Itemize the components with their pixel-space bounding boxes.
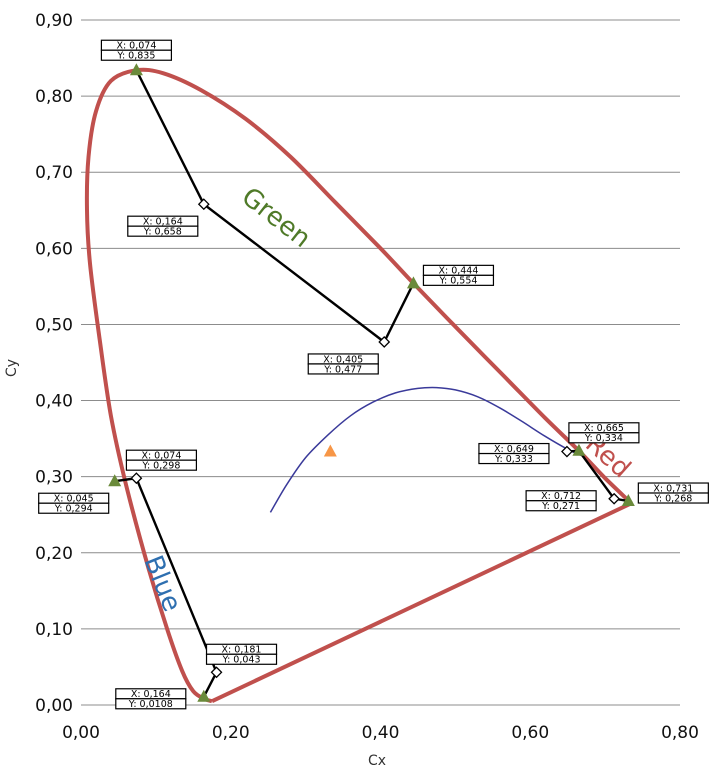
callout-box	[525, 500, 597, 512]
callout-box	[637, 492, 709, 504]
y-axis-label: Cy	[4, 359, 20, 377]
data-point-triangle	[197, 689, 211, 702]
callout-y-value: Y: 0,554	[438, 276, 477, 287]
y-tick-label: 0,20	[35, 544, 73, 564]
region-labels: Green Red Blue	[138, 182, 637, 616]
callout-x-value: X: 0,649	[494, 444, 534, 455]
primaries-line	[566, 449, 629, 503]
callout-x-value: X: 0,731	[653, 483, 693, 494]
callout-x-value: X: 0,712	[541, 491, 581, 502]
y-tick-label: 0,70	[35, 163, 73, 183]
gridlines	[81, 19, 680, 706]
callout-x-value: X: 0,074	[141, 450, 181, 461]
primaries-line	[135, 69, 415, 344]
callout-box	[422, 274, 495, 286]
planckian-locus-line	[269, 386, 582, 513]
y-tick-label: 0,50	[35, 315, 73, 335]
callout-x-value: X: 0,405	[323, 354, 363, 365]
callout-y-value: Y: 0,298	[141, 460, 180, 471]
callout-box	[307, 363, 379, 375]
callout-y-value: Y: 0,043	[222, 655, 261, 666]
callout-x-value: X: 0,074	[116, 41, 156, 52]
data-point-triangle	[621, 494, 635, 507]
data-markers	[108, 63, 635, 702]
callout-y-value: Y: 0,268	[653, 493, 692, 504]
y-tick-label: 0,80	[35, 87, 73, 107]
data-point-triangle	[572, 443, 586, 456]
callout-y-value: Y: 0,271	[541, 501, 580, 512]
y-tick-label: 0,90	[35, 11, 73, 31]
region-label-green: Green	[236, 182, 317, 254]
data-point-triangle	[406, 276, 420, 289]
callout-y-value: Y: 0,294	[54, 504, 93, 515]
x-tick-labels: 0,00 0,20 0,40 0,60 0,80	[62, 723, 699, 743]
x-tick-label: 0,60	[511, 723, 549, 743]
y-tick-labels: 0,00 0,10 0,20 0,30 0,40 0,50 0,60 0,70 0,80 0,90	[35, 11, 73, 716]
primaries-line	[114, 476, 218, 698]
callout-box	[478, 452, 550, 465]
data-point-diamond	[210, 666, 223, 679]
callout-y-value: Y: 0,658	[143, 226, 182, 237]
callout-y-value: Y: 0,334	[584, 433, 623, 444]
y-tick-label: 0,10	[35, 620, 73, 640]
callout-x-value: X: 0,444	[438, 266, 478, 277]
callout-box	[115, 698, 187, 710]
y-tick-label: 0,00	[35, 696, 73, 716]
callout-y-value: Y: 0,835	[116, 51, 155, 62]
callout-x-value: X: 0,164	[131, 689, 171, 700]
data-point-diamond	[130, 472, 143, 485]
x-tick-label: 0,80	[661, 723, 699, 743]
data-point-diamond	[608, 492, 621, 505]
callout-y-value: Y: 0,477	[323, 364, 362, 375]
x-tick-label: 0,20	[212, 723, 250, 743]
y-tick-label: 0,60	[35, 239, 73, 259]
x-tick-label: 0,40	[362, 723, 400, 743]
x-axis-label: Cx	[368, 753, 386, 769]
callout-box	[205, 653, 278, 665]
callout-box	[125, 459, 198, 471]
data-point-diamond	[197, 198, 210, 211]
x-tick-label: 0,00	[62, 723, 100, 743]
data-point-triangle	[108, 474, 122, 487]
data-point-triangle	[129, 63, 143, 76]
callout-box	[100, 49, 173, 61]
white-point-marker	[323, 444, 337, 457]
callout-box	[38, 502, 110, 514]
callout-x-value: X: 0,181	[222, 645, 262, 656]
y-tick-label: 0,40	[35, 392, 73, 412]
data-series	[84, 67, 633, 704]
callout-y-value: Y: 0,333	[494, 454, 533, 465]
data-point-diamond	[378, 336, 391, 348]
callout-box	[127, 225, 199, 237]
y-tick-label: 0,30	[35, 468, 73, 488]
spectral-locus-line	[84, 67, 633, 704]
line-of-purples	[211, 501, 633, 704]
callout-y-value: Y: 0,0108	[128, 699, 173, 710]
callout-x-value: X: 0,045	[54, 494, 94, 505]
callout-x-value: X: 0,665	[584, 423, 624, 434]
callout-x-value: X: 0,164	[143, 216, 183, 227]
data-point-diamond	[561, 445, 573, 458]
callout-box	[568, 432, 640, 444]
